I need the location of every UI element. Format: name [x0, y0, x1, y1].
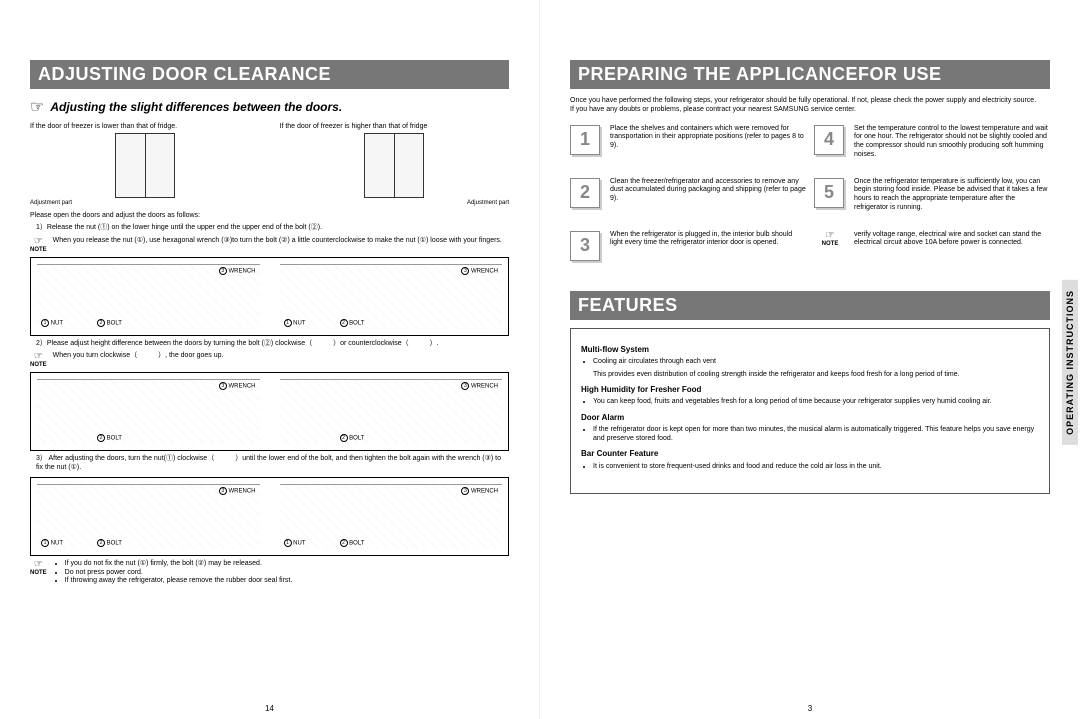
feature-1-head: Multi-flow System — [581, 345, 1039, 355]
note-icon: ☞NOTE — [30, 560, 47, 576]
step-3-text: When the refrigerator is plugged in, the… — [610, 231, 806, 261]
right-page: PREPARING THE APPLICANCEFOR USE Once you… — [540, 0, 1080, 719]
fig2-caption: If the door of freezer is higher than th… — [280, 123, 510, 130]
section-title-preparing: PREPARING THE APPLICANCEFOR USE — [570, 60, 1050, 89]
note2-text: When you turn clockwise（ ）, the door goe… — [53, 352, 224, 361]
open-doors-text: Please open the doors and adjust the doo… — [30, 212, 509, 221]
fridge-illustration — [115, 133, 175, 198]
hinge-diagram-l: 3 WRENCH 1 NUT 2 BOLT — [37, 264, 260, 329]
step-note-text: verify voltage range, electrical wire an… — [854, 231, 1050, 261]
note-row-2: ☞NOTE When you turn clockwise（ ）, the do… — [30, 352, 509, 368]
feature-2-b1: You can keep food, fruits and vegetables… — [593, 397, 1039, 406]
fridge-fig-2: If the door of freezer is higher than th… — [280, 123, 510, 206]
note-icon: ☞NOTE — [814, 231, 846, 247]
feature-4-b1: It is convenient to store frequent-used … — [593, 462, 1039, 471]
feature-3-head: Door Alarm — [581, 413, 1039, 423]
page-number-left: 14 — [265, 704, 274, 713]
feature-1-b1: Cooling air circulates through each vent — [593, 357, 1039, 366]
feature-1-b2: This provides even distribution of cooli… — [581, 370, 1039, 379]
note-icon: ☞NOTE — [30, 352, 47, 368]
step3-text: 3） After adjusting the doors, turn the n… — [36, 455, 509, 473]
section-title-features: FEATURES — [570, 291, 1050, 320]
step1-text: 1）Release the nut (①) on the lower hinge… — [36, 224, 509, 233]
step-number-5: 5 — [814, 178, 844, 208]
hinge-diagram-r3: 3 WRENCH 1 NUT 2 BOLT — [280, 484, 503, 549]
fig1-caption: If the door of freezer is lower than tha… — [30, 123, 260, 130]
features-box: Multi-flow System Cooling air circulates… — [570, 328, 1050, 494]
note-icon: ☞NOTE — [30, 237, 47, 253]
fridge-fig-1: If the door of freezer is lower than tha… — [30, 123, 260, 206]
note-row-1: ☞NOTE When you release the nut (①), use … — [30, 237, 509, 253]
foot-b3: If throwing away the refrigerator, pleas… — [65, 577, 293, 586]
hinge-figure-box-1: 3 WRENCH 1 NUT 2 BOLT 3 WRENCH 1 NUT 2 B… — [30, 257, 509, 336]
step-4-text: Set the temperature control to the lowes… — [854, 125, 1050, 160]
step-number-4: 4 — [814, 125, 844, 155]
step-number-1: 1 — [570, 125, 600, 155]
hinge-figure-box-2: 3 WRENCH 2 BOLT 3 WRENCH 2 BOLT — [30, 372, 509, 451]
page-number-right: 3 — [808, 704, 812, 713]
subhead-text: Adjusting the slight differences between… — [50, 100, 342, 114]
fridge-figure-row: If the door of freezer is lower than tha… — [30, 123, 509, 206]
fridge-illustration — [364, 133, 424, 198]
feature-2-head: High Humidity for Fresher Food — [581, 385, 1039, 395]
pointing-hand-icon: ☞ — [30, 97, 44, 117]
step-5-text: Once the refrigerator temperature is suf… — [854, 178, 1050, 213]
step-2-text: Clean the freezer/refrigerator and acces… — [610, 178, 806, 213]
feature-3-b1: If the refrigerator door is kept open fo… — [593, 425, 1039, 443]
hinge-figure-box-3: 3 WRENCH 1 NUT 2 BOLT 3 WRENCH 1 NUT 2 B… — [30, 477, 509, 556]
hinge-diagram-r2: 3 WRENCH 2 BOLT — [280, 379, 503, 444]
feature-4-head: Bar Counter Feature — [581, 449, 1039, 459]
note1-text: When you release the nut (①), use hexago… — [53, 237, 502, 246]
foot-b2: Do not press power cord. — [65, 569, 293, 578]
hinge-diagram-l3: 3 WRENCH 1 NUT 2 BOLT — [37, 484, 260, 549]
adjustment-label-2: Adjustment part — [280, 200, 510, 206]
left-page: ADJUSTING DOOR CLEARANCE ☞ Adjusting the… — [0, 0, 540, 719]
step-number-2: 2 — [570, 178, 600, 208]
step2-text: 2）Please adjust height difference betwee… — [36, 340, 509, 349]
adjustment-label-1: Adjustment part — [30, 200, 260, 206]
section-title-left: ADJUSTING DOOR CLEARANCE — [30, 60, 509, 89]
intro-text: Once you have performed the following st… — [570, 97, 1050, 115]
hinge-diagram-l2: 3 WRENCH 2 BOLT — [37, 379, 260, 444]
side-tab: OPERATING INSTRUCTIONS — [1062, 280, 1078, 445]
step-number-3: 3 — [570, 231, 600, 261]
footer-note-row: ☞NOTE If you do not fix the nut (①) firm… — [30, 560, 509, 586]
subhead-row: ☞ Adjusting the slight differences betwe… — [30, 97, 509, 117]
step-1-text: Place the shelves and containers which w… — [610, 125, 806, 160]
hinge-diagram-r: 3 WRENCH 1 NUT 2 BOLT — [280, 264, 503, 329]
steps-grid: 1 Place the shelves and containers which… — [570, 125, 1050, 261]
foot-b1: If you do not fix the nut (①) firmly, th… — [65, 560, 293, 569]
